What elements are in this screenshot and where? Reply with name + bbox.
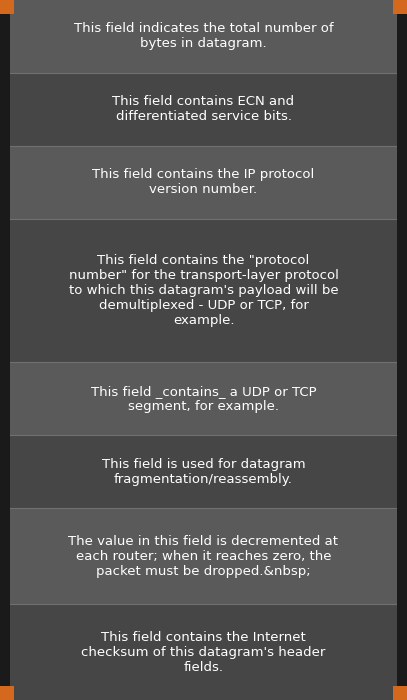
Bar <box>10 218 397 363</box>
Text: This field _contains_ a UDP or TCP
segment, for example.: This field _contains_ a UDP or TCP segme… <box>91 385 316 413</box>
Bar <box>10 604 397 700</box>
Text: This field is used for datagram
fragmentation/reassembly.: This field is used for datagram fragment… <box>102 458 305 486</box>
Text: This field contains ECN and
differentiated service bits.: This field contains ECN and differentiat… <box>112 95 295 123</box>
Text: This field contains the IP protocol
version number.: This field contains the IP protocol vers… <box>92 168 315 196</box>
Bar <box>10 0 397 73</box>
Bar <box>397 0 407 700</box>
Bar <box>0 0 10 700</box>
Text: This field contains the Internet
checksum of this datagram's header
fields.: This field contains the Internet checksu… <box>81 631 326 673</box>
Text: The value in this field is decremented at
each router; when it reaches zero, the: The value in this field is decremented a… <box>68 535 339 577</box>
Bar <box>393 686 407 700</box>
Bar <box>0 686 14 700</box>
Text: This field contains the "protocol
number" for the transport-layer protocol
to wh: This field contains the "protocol number… <box>68 254 339 327</box>
Bar <box>393 0 407 14</box>
Bar <box>10 363 397 435</box>
Bar <box>0 0 14 14</box>
Bar <box>10 146 397 218</box>
Bar <box>10 73 397 146</box>
Bar <box>10 508 397 604</box>
Text: This field indicates the total number of
bytes in datagram.: This field indicates the total number of… <box>74 22 333 50</box>
Bar <box>10 435 397 508</box>
